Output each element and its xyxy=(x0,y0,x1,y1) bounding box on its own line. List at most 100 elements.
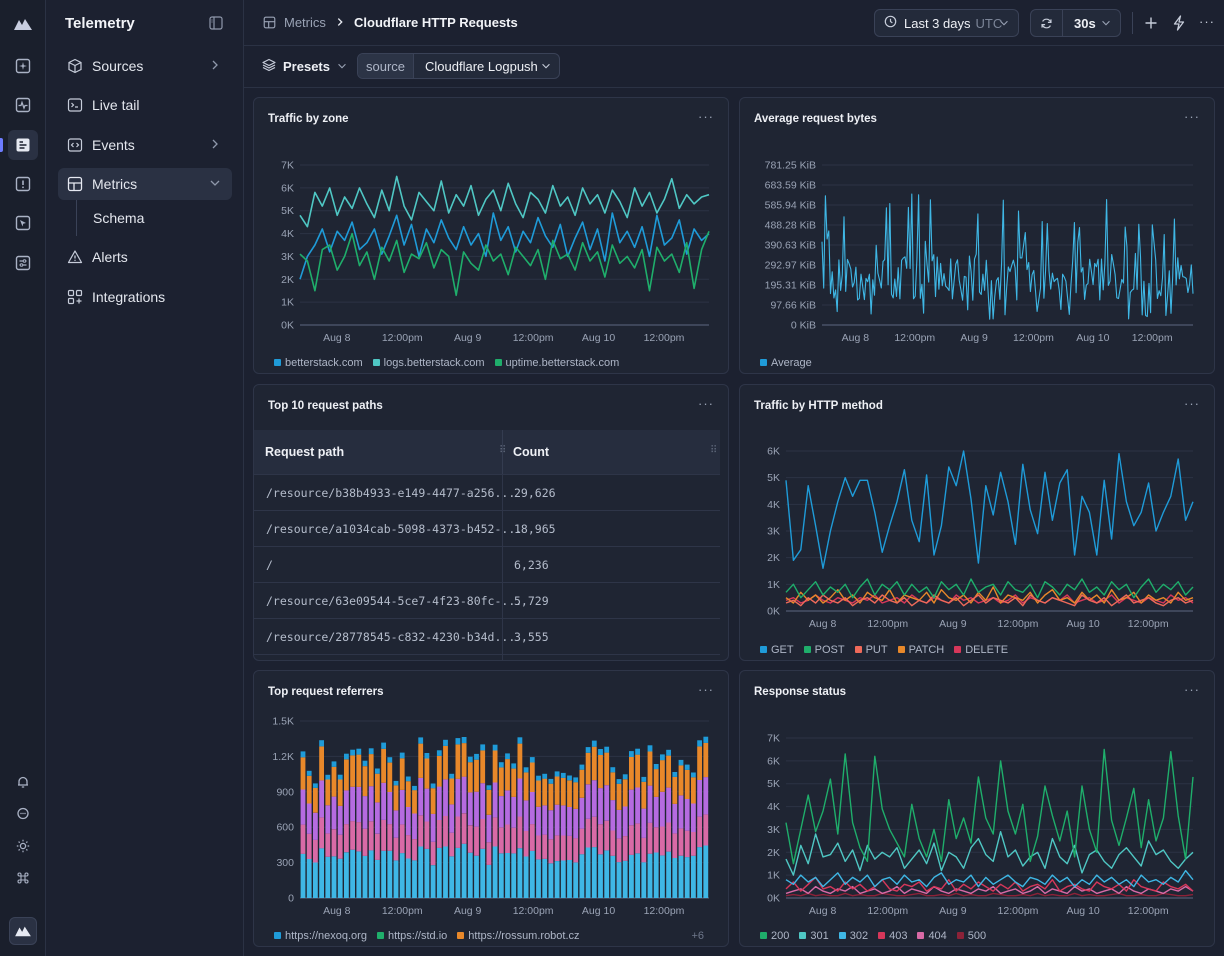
theme-sun-icon[interactable] xyxy=(8,831,38,861)
bar-segment xyxy=(567,780,572,807)
table-row[interactable]: /resource/63e09544-5ce7-4f23-80fc-... 5,7… xyxy=(254,582,720,618)
bar-segment xyxy=(387,757,393,763)
legend-item[interactable]: 301 xyxy=(799,930,829,942)
bar-segment xyxy=(622,806,628,836)
series-line xyxy=(785,885,1194,895)
bar-segment xyxy=(455,778,461,817)
chart-average-request-bytes: 0 KiB 97.66 KiB 195.31 KiB 292.97 KiB 390.63… xyxy=(765,160,1194,344)
table-row[interactable] xyxy=(254,654,720,660)
bar-segment xyxy=(393,860,399,898)
time-range-picker[interactable]: Last 3 days UTC xyxy=(874,9,1019,37)
bar-segment xyxy=(474,791,479,827)
bar-segment xyxy=(641,837,647,863)
bar-segment xyxy=(375,859,380,898)
bar-segment xyxy=(529,757,535,763)
legend-item[interactable]: Average xyxy=(760,357,812,369)
sidebar-item-events[interactable]: Events xyxy=(58,129,232,161)
legend-item[interactable]: 302 xyxy=(838,930,868,942)
bar-segment xyxy=(430,865,436,898)
legend-item[interactable]: GET xyxy=(760,644,794,656)
bar-segment xyxy=(703,736,709,743)
panel-menu-icon[interactable]: ··· xyxy=(1184,682,1200,697)
legend-item[interactable]: uptime.betterstack.com xyxy=(494,357,619,369)
legend-item[interactable]: 404 xyxy=(917,930,947,942)
bar-segment xyxy=(591,740,597,747)
sidebar-subitem-schema[interactable]: Schema xyxy=(93,210,145,226)
bar-segment xyxy=(523,800,529,831)
bar-segment xyxy=(474,753,479,760)
bar-segment xyxy=(666,822,671,852)
legend-item[interactable]: POST xyxy=(803,644,845,656)
rail-cursor-icon[interactable] xyxy=(8,208,38,238)
x-tick-label: 12:00pm xyxy=(382,905,423,917)
presets-dropdown[interactable]: Presets xyxy=(262,58,348,75)
lightning-icon[interactable] xyxy=(1172,15,1186,34)
bell-icon[interactable] xyxy=(8,767,38,797)
source-filter[interactable]: source Cloudflare Logpush xyxy=(357,53,560,79)
bar-segment xyxy=(598,824,603,855)
y-tick-label: 0K xyxy=(281,320,294,332)
rail-settings-icon[interactable] xyxy=(8,248,38,278)
bar-segment xyxy=(548,839,554,864)
bar-segment xyxy=(641,862,647,898)
account-logo-icon[interactable] xyxy=(9,917,37,945)
chart-response-status: 0K 1K 2K 3K 4K 5K 6K 7K Aug 8 12:00pm Aug 9 12:00pm… xyxy=(767,733,1194,917)
bar-segment xyxy=(548,783,554,811)
chat-icon[interactable] xyxy=(8,799,38,829)
more-icon[interactable]: ··· xyxy=(1199,14,1215,29)
legend-item[interactable]: PATCH xyxy=(897,644,944,656)
breadcrumb-parent[interactable]: Metrics xyxy=(284,15,326,30)
rail-telemetry-icon[interactable] xyxy=(8,130,38,160)
legend-item[interactable]: DELETE xyxy=(954,644,1008,656)
bar-segment xyxy=(697,740,702,747)
brand-logo-icon[interactable] xyxy=(8,9,38,39)
bar-segment xyxy=(356,786,362,823)
panel-menu-icon[interactable]: ··· xyxy=(1184,396,1200,411)
sidebar-collapse-icon[interactable] xyxy=(209,16,225,32)
legend-item[interactable]: logs.betterstack.com xyxy=(372,357,485,369)
sidebar-item-live-tail[interactable]: Live tail xyxy=(58,89,232,121)
column-header-count[interactable]: Count xyxy=(513,445,550,459)
column-resize-handle[interactable]: ⠿ xyxy=(710,445,718,456)
panel-menu-icon[interactable]: ··· xyxy=(698,396,714,411)
table-row[interactable]: /resource/28778545-c832-4230-b34d... 3,55… xyxy=(254,618,720,654)
x-tick-label: Aug 9 xyxy=(454,332,482,344)
legend-item[interactable]: betterstack.com xyxy=(274,357,363,369)
sidebar-item-metrics[interactable]: Metrics xyxy=(58,168,232,200)
legend-item[interactable]: 200 xyxy=(760,930,789,942)
add-icon[interactable] xyxy=(1144,16,1158,33)
table-row[interactable]: /resource/b38b4933-e149-4477-a256... 29,6… xyxy=(254,474,720,510)
sidebar-item-label: Metrics xyxy=(92,176,138,192)
bar-segment xyxy=(455,816,461,848)
refresh-control[interactable]: 30s xyxy=(1030,9,1121,37)
sidebar-item-alerts[interactable]: Alerts xyxy=(58,241,232,273)
refresh-icon[interactable] xyxy=(1031,10,1063,36)
bar-segment xyxy=(405,781,411,807)
bar-segment xyxy=(393,785,399,811)
table-row[interactable]: /resource/a1034cab-5098-4373-b452-... 18,… xyxy=(254,510,720,546)
panel-menu-icon[interactable]: ··· xyxy=(1184,109,1200,124)
bar-segment xyxy=(387,792,393,825)
legend-item[interactable]: 403 xyxy=(878,930,907,942)
legend-more-count[interactable]: +6 xyxy=(691,930,704,942)
panel-menu-icon[interactable]: ··· xyxy=(698,109,714,124)
legend-item[interactable]: https://nexoq.org xyxy=(274,930,367,942)
table-row[interactable]: /6,236 xyxy=(254,546,720,582)
rail-incident-icon[interactable] xyxy=(8,169,38,199)
column-header-path[interactable]: Request path xyxy=(265,445,345,459)
rail-pulse-icon[interactable] xyxy=(8,90,38,120)
legend-item[interactable]: https://std.io xyxy=(376,930,447,942)
sidebar-item-integrations[interactable]: Integrations xyxy=(58,281,232,313)
rail-sparkle-icon[interactable] xyxy=(8,51,38,81)
y-tick-label: 900 xyxy=(276,786,294,798)
legend-item[interactable]: PUT xyxy=(854,644,888,656)
panel-menu-icon[interactable]: ··· xyxy=(698,682,714,697)
legend-item[interactable]: https://rossum.robot.cz xyxy=(457,930,580,942)
command-icon[interactable] xyxy=(8,863,38,893)
bar-segment xyxy=(306,859,312,898)
bar-segment xyxy=(616,862,622,898)
sidebar-item-sources[interactable]: Sources xyxy=(58,50,232,82)
legend-item[interactable]: 500 xyxy=(956,930,986,942)
bar-segment xyxy=(548,778,554,784)
sidebar-item-label: Events xyxy=(92,137,135,153)
